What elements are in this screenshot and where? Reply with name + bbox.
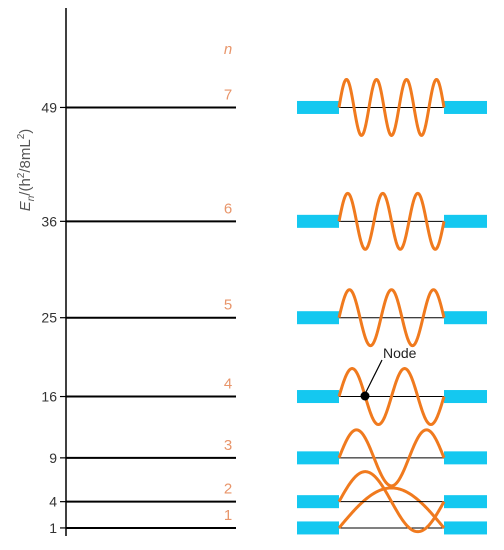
tick-label-1: 1 xyxy=(49,520,57,536)
right-barrier-n5 xyxy=(444,311,487,325)
right-barrier-n7 xyxy=(444,100,487,114)
n-label-4: 4 xyxy=(224,376,232,393)
wavefunction-n3 xyxy=(337,428,446,488)
axis-label-mid: /8mL xyxy=(17,139,34,172)
wavefunction-n7 xyxy=(337,77,446,137)
left-barrier-n1 xyxy=(297,521,339,535)
right-barrier-n4 xyxy=(444,390,487,404)
axis-label-e: E xyxy=(17,200,34,211)
tick-label-49: 49 xyxy=(41,99,57,115)
axis-label-end: ) xyxy=(17,129,34,134)
node-marker xyxy=(360,391,370,401)
tick-label-16: 16 xyxy=(41,389,57,405)
quantum-number-header: n xyxy=(224,41,232,58)
wavefunction-n1 xyxy=(337,486,446,529)
n-label-7: 7 xyxy=(224,86,232,103)
left-barrier-n2 xyxy=(297,495,339,509)
right-barrier-n1 xyxy=(444,521,487,535)
right-barrier-n2 xyxy=(444,495,487,509)
n-label-1: 1 xyxy=(224,507,232,524)
tick-label-9: 9 xyxy=(49,450,57,466)
node-label: Node xyxy=(383,345,417,361)
left-barrier-n4 xyxy=(297,390,339,404)
n-label-6: 6 xyxy=(224,200,232,217)
wavefunction-n4 xyxy=(337,367,446,427)
n-label-5: 5 xyxy=(224,297,232,314)
energy-levels: 1 1 4 2 9 3 16 4 25 5 36 6 49 7 xyxy=(41,86,236,536)
left-barrier-n5 xyxy=(297,311,339,325)
right-barrier-n6 xyxy=(444,214,487,228)
energy-axis-label: En/(h2/8mL2) xyxy=(16,129,37,212)
axis-label-sup1: 2 xyxy=(16,172,27,178)
left-barrier-n3 xyxy=(297,451,339,465)
n-label-2: 2 xyxy=(224,481,232,498)
wavefunctions xyxy=(297,77,487,535)
tick-label-36: 36 xyxy=(41,213,57,229)
wavefunction-n6 xyxy=(337,191,446,251)
left-barrier-n6 xyxy=(297,214,339,228)
tick-label-4: 4 xyxy=(49,494,57,510)
axis-label-rest: /(h xyxy=(17,178,34,196)
node-pointer-line xyxy=(364,359,383,395)
n-label-3: 3 xyxy=(224,437,232,454)
right-barrier-n3 xyxy=(444,451,487,465)
left-barrier-n7 xyxy=(297,100,339,114)
wavefunction-n2 xyxy=(337,470,446,534)
axis-label-sup2: 2 xyxy=(16,133,27,139)
tick-label-25: 25 xyxy=(41,310,57,326)
axis-label-sub: n xyxy=(26,195,37,201)
wavefunction-n5 xyxy=(337,288,446,348)
